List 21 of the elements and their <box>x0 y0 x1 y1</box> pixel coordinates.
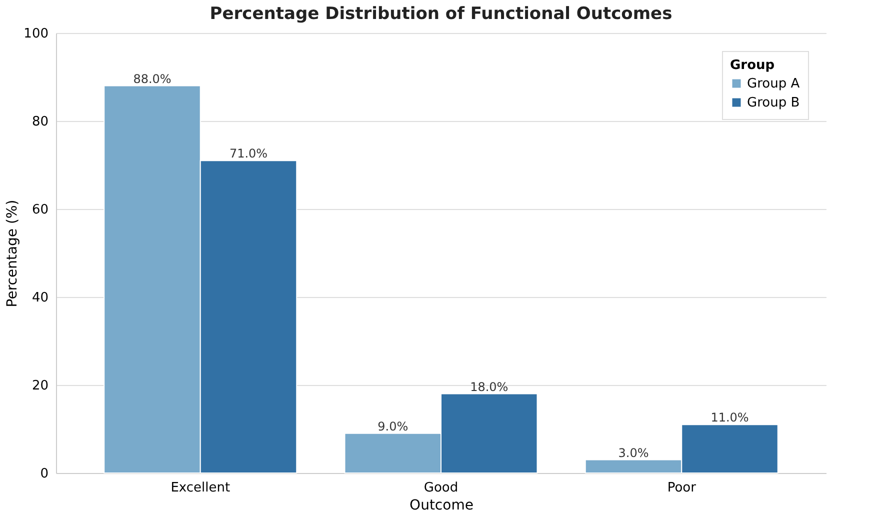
y-tick-label: 100 <box>24 26 48 42</box>
x-tick-label: Poor <box>667 480 697 496</box>
data-label: 71.0% <box>229 146 268 161</box>
data-label: 88.0% <box>133 72 172 86</box>
x-tick-label: Excellent <box>170 480 230 496</box>
y-tick-label: 20 <box>32 378 48 394</box>
legend-label: Group A <box>747 76 800 92</box>
data-label: 3.0% <box>618 446 649 460</box>
data-label: 11.0% <box>710 410 749 425</box>
y-tick-label: 60 <box>32 202 48 218</box>
legend-label: Group B <box>747 96 800 110</box>
chart-title: Percentage Distribution of Functional Outcomes <box>210 4 672 24</box>
y-axis-title: Percentage (%) <box>4 200 21 308</box>
data-label: 18.0% <box>470 380 508 394</box>
y-tick-label: 40 <box>32 290 48 306</box>
y-tick-label: 0 <box>40 466 48 482</box>
x-tick-label: Good <box>424 480 458 496</box>
x-axis-title: Outcome <box>410 498 474 514</box>
legend-title: Group <box>730 58 775 73</box>
data-label: 9.0% <box>378 419 408 434</box>
y-tick-label: 80 <box>32 114 48 130</box>
